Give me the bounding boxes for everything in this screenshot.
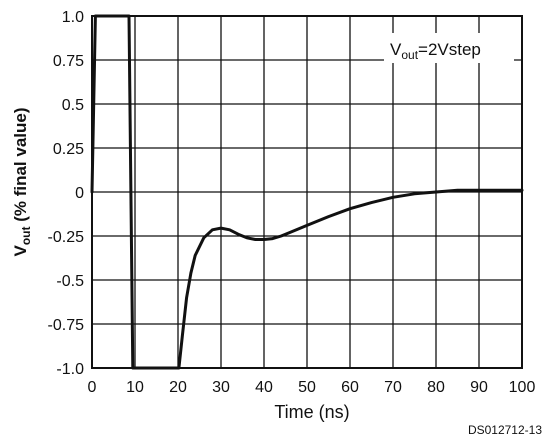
data-point — [91, 191, 93, 193]
x-tick-label: 80 — [427, 379, 445, 396]
data-point — [370, 201, 373, 204]
data-point — [228, 229, 231, 231]
data-points — [91, 15, 523, 369]
data-point — [456, 189, 459, 191]
data-point — [289, 231, 291, 234]
annotation: Vout=2Vstep — [390, 40, 481, 62]
annotation-box — [384, 33, 514, 63]
data-point — [203, 237, 205, 239]
annotation-sub: out — [401, 48, 418, 62]
data-point — [499, 189, 502, 191]
x-axis-label: Time (ns) — [274, 402, 349, 422]
y-tick-label: -0.75 — [48, 317, 85, 334]
y-tick-label: 1.0 — [62, 9, 84, 26]
data-point — [237, 233, 239, 235]
x-tick-label: 60 — [341, 379, 359, 396]
data-point — [349, 207, 351, 210]
data-point — [435, 191, 437, 193]
data-point — [94, 15, 97, 17]
data-point — [392, 196, 394, 199]
data-point — [176, 367, 178, 369]
y-axis-label-sub: out — [19, 227, 33, 246]
data-point — [126, 15, 129, 17]
x-tick-labels: 0 10 20 30 40 50 60 70 80 90 100 — [88, 379, 536, 396]
data-point — [280, 235, 283, 237]
x-tick-label: 40 — [255, 379, 273, 396]
y-tick-label: 0.75 — [53, 53, 84, 70]
x-tick-label: 20 — [169, 379, 187, 396]
data-point — [327, 215, 330, 218]
x-tick-label: 10 — [126, 379, 144, 396]
data-point — [246, 237, 248, 239]
x-tick-label: 90 — [470, 379, 488, 396]
annotation-rest: =2Vstep — [418, 40, 481, 59]
data-point — [194, 254, 196, 257]
y-axis-label-rest: (% final value) — [11, 107, 30, 226]
data-point — [190, 272, 192, 274]
y-tick-label: -0.5 — [56, 273, 84, 290]
x-tick-label: 70 — [384, 379, 402, 396]
grid — [92, 16, 522, 368]
data-point — [178, 367, 180, 369]
data-point — [128, 15, 130, 17]
data-point — [413, 193, 416, 195]
x-tick-label: 30 — [212, 379, 230, 396]
data-point — [96, 15, 98, 17]
data-point — [211, 229, 214, 231]
data-point — [478, 189, 480, 191]
x-tick-label: 100 — [509, 379, 536, 396]
y-tick-label: 0.25 — [53, 141, 84, 158]
x-tick-label: 0 — [88, 379, 97, 396]
data-point — [133, 367, 136, 369]
y-tick-label: 0 — [75, 185, 84, 202]
y-tick-label: -1.0 — [56, 361, 84, 378]
figure-code: DS012712-13 — [468, 423, 542, 437]
data-point — [263, 238, 265, 241]
y-axis-label-main: V — [11, 245, 30, 257]
y-tick-labels: 1.0 0.75 0.5 0.25 0 -0.25 -0.5 -0.75 -1.0 — [48, 9, 85, 378]
data-point — [521, 189, 523, 191]
data-point — [185, 296, 188, 299]
y-axis-label: Vout (% final value) — [11, 107, 33, 256]
y-tick-label: -0.25 — [48, 229, 85, 246]
data-point — [181, 335, 184, 338]
data-point — [132, 367, 134, 369]
data-point — [271, 237, 274, 240]
annotation-main: V — [390, 40, 402, 59]
data-point — [220, 227, 222, 229]
data-point — [306, 224, 308, 227]
x-tick-label: 50 — [298, 379, 316, 396]
data-point — [254, 238, 257, 241]
y-tick-label: 0.5 — [62, 97, 84, 114]
